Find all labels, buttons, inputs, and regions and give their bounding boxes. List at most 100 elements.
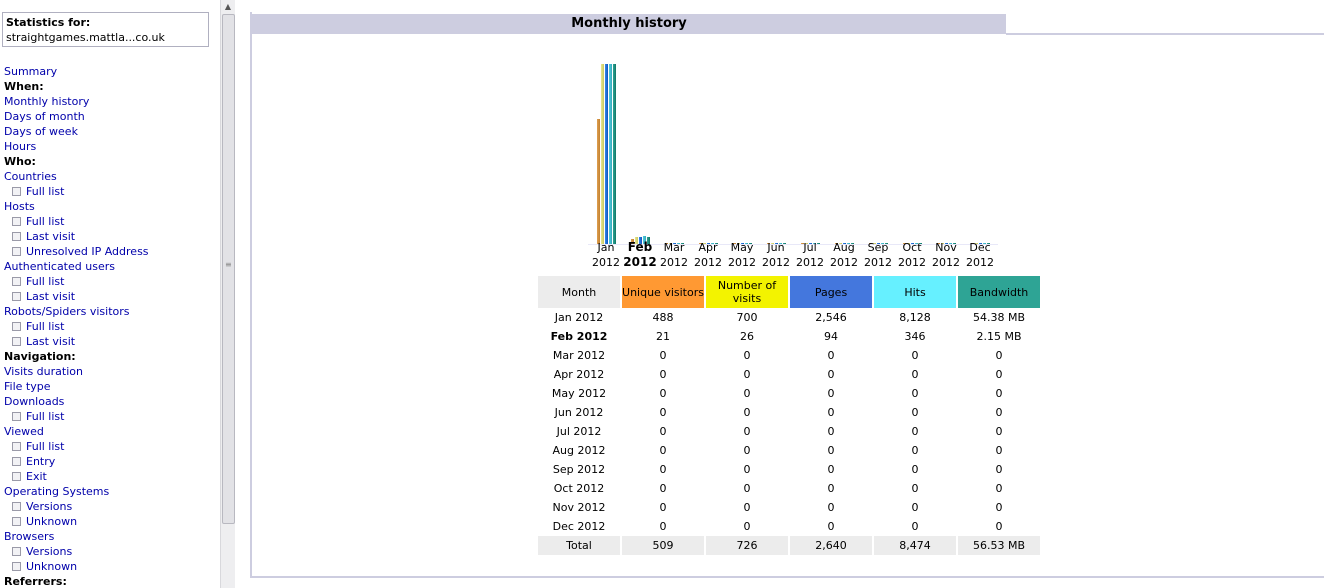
sidebar-link[interactable]: Monthly history xyxy=(4,95,90,108)
x-label-month: Nov xyxy=(935,241,957,254)
table-cell: 0 xyxy=(790,460,874,479)
table-cell: 0 xyxy=(706,441,790,460)
table-cell: 0 xyxy=(622,498,706,517)
sidebar-link[interactable]: Hosts xyxy=(4,200,35,213)
table-cell: 0 xyxy=(958,460,1042,479)
x-label-month: Sep xyxy=(867,241,889,254)
chart-bar xyxy=(941,243,944,244)
sidebar-heading-label: Referrers: xyxy=(4,575,67,588)
sub-item-icon xyxy=(12,186,21,196)
chart-bar xyxy=(813,243,816,244)
sidebar-heading-label: Navigation: xyxy=(4,350,76,363)
chart-x-label: Mar 2012 xyxy=(657,240,691,270)
sidebar-link[interactable]: Visits duration xyxy=(4,365,83,378)
sidebar-link[interactable]: Days of week xyxy=(4,125,78,138)
sidebar-link[interactable]: Full list xyxy=(26,410,65,423)
sidebar-link[interactable]: Versions xyxy=(26,545,73,558)
sub-item-icon xyxy=(12,246,21,256)
table-cell: 21 xyxy=(622,327,706,346)
sidebar-link[interactable]: Versions xyxy=(26,500,73,513)
chart-x-label: May 2012 xyxy=(725,240,759,270)
sidebar-link[interactable]: Exit xyxy=(26,470,47,483)
chart-bar xyxy=(915,243,918,244)
sidebar-link[interactable]: Last visit xyxy=(26,335,76,348)
table-cell: 0 xyxy=(958,422,1042,441)
sub-item-icon xyxy=(12,456,21,466)
chart-x-label: Aug 2012 xyxy=(827,240,861,270)
x-label-month: Feb xyxy=(627,240,653,254)
left-frame-scrollbar[interactable]: ▲ ≡ xyxy=(220,0,235,588)
table-cell: 0 xyxy=(958,365,1042,384)
sidebar-link[interactable]: Entry xyxy=(26,455,56,468)
table-cell: 0 xyxy=(790,384,874,403)
chart-bar xyxy=(847,243,850,244)
table-cell: 0 xyxy=(874,365,958,384)
chart-bar xyxy=(647,237,650,244)
table-cell: 488 xyxy=(622,308,706,327)
sidebar-link[interactable]: File type xyxy=(4,380,51,393)
sidebar-link[interactable]: Countries xyxy=(4,170,57,183)
scroll-up-arrow-icon[interactable]: ▲ xyxy=(224,2,232,11)
chart-bar xyxy=(639,237,642,244)
sidebar-link[interactable]: Unknown xyxy=(26,560,78,573)
sidebar-link[interactable]: Browsers xyxy=(4,530,55,543)
sidebar-subitem: Last visit xyxy=(4,334,149,349)
sidebar-link[interactable]: Full list xyxy=(26,440,65,453)
sidebar-link[interactable]: Full list xyxy=(26,185,65,198)
sidebar-subitem: Full list xyxy=(4,214,149,229)
chart-bar xyxy=(801,243,804,244)
sub-item-icon xyxy=(12,501,21,511)
sidebar-link[interactable]: Full list xyxy=(26,215,65,228)
sub-item-icon xyxy=(12,561,21,571)
table-cell: 0 xyxy=(958,403,1042,422)
table-cell: 0 xyxy=(790,403,874,422)
table-cell: 26 xyxy=(706,327,790,346)
main-content: Monthly history Jan 2012 Feb 2012 Mar 2012 Apr… xyxy=(250,12,1324,578)
table-cell: 0 xyxy=(622,441,706,460)
sidebar-item: Countries xyxy=(4,169,149,184)
table-cell: 0 xyxy=(706,346,790,365)
left-navigation-frame: Statistics for: straightgames.mattla...c… xyxy=(0,0,220,588)
table-cell: 0 xyxy=(622,365,706,384)
sidebar-link[interactable]: Summary xyxy=(4,65,58,78)
sidebar-link[interactable]: Full list xyxy=(26,275,65,288)
chart-bar xyxy=(783,243,786,244)
sidebar-item: File type xyxy=(4,379,149,394)
sidebar-link[interactable]: Hours xyxy=(4,140,37,153)
scroll-grip-icon: ≡ xyxy=(225,260,232,269)
chart-bar xyxy=(907,243,910,244)
monthly-history-table: Month Unique visitors Number of visits Page… xyxy=(538,276,1042,555)
sidebar-link[interactable]: Unresolved IP Address xyxy=(26,245,149,258)
total-cell: 8,474 xyxy=(874,536,958,555)
table-cell: 0 xyxy=(706,479,790,498)
chart-bar xyxy=(749,243,752,244)
table-cell: 0 xyxy=(706,384,790,403)
sidebar-link[interactable]: Unknown xyxy=(26,515,78,528)
chart-baseline xyxy=(588,244,998,245)
sidebar-link[interactable]: Days of month xyxy=(4,110,85,123)
scroll-thumb[interactable]: ≡ xyxy=(222,14,235,524)
chart-bar xyxy=(737,243,740,244)
sidebar-link[interactable]: Last visit xyxy=(26,230,76,243)
table-cell: 0 xyxy=(622,517,706,536)
chart-bar xyxy=(699,243,702,244)
sidebar-subitem: Last visit xyxy=(4,229,149,244)
sidebar-link[interactable]: Full list xyxy=(26,320,65,333)
sidebar-link[interactable]: Viewed xyxy=(4,425,44,438)
table-cell: 0 xyxy=(706,498,790,517)
sidebar-link[interactable]: Authenticated users xyxy=(4,260,115,273)
table-row: Jan 2012 488 700 2,546 8,128 54.38 MB xyxy=(538,308,1042,327)
sidebar-link[interactable]: Downloads xyxy=(4,395,65,408)
total-cell: 56.53 MB xyxy=(958,536,1042,555)
table-cell: 2,546 xyxy=(790,308,874,327)
sidebar-item: Monthly history xyxy=(4,94,149,109)
chart-bar xyxy=(877,243,880,244)
chart-x-label: Jun 2012 xyxy=(759,240,793,270)
table-cell: 0 xyxy=(622,384,706,403)
sidebar-link[interactable]: Robots/Spiders visitors xyxy=(4,305,130,318)
sidebar-link[interactable]: Operating Systems xyxy=(4,485,110,498)
chart-bar xyxy=(843,243,846,244)
table-cell: 0 xyxy=(874,422,958,441)
sidebar-link[interactable]: Last visit xyxy=(26,290,76,303)
table-cell: 700 xyxy=(706,308,790,327)
